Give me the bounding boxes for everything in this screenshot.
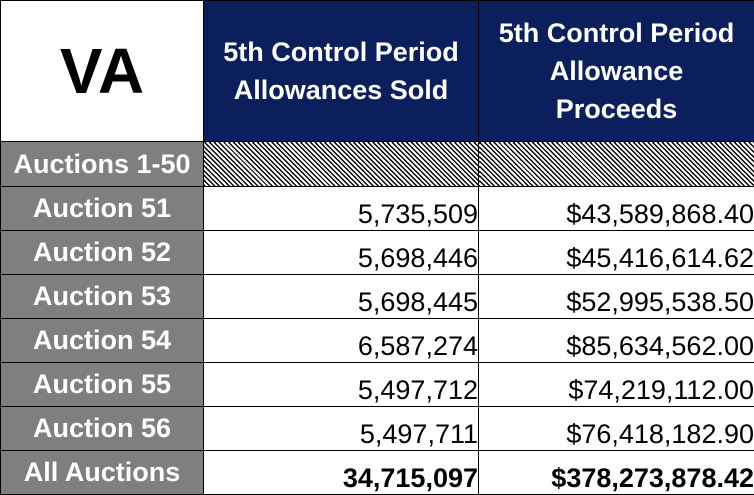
row-label-auctions-1-50[interactable]: Auctions 1-50 bbox=[1, 142, 204, 187]
total-label[interactable]: All Auctions bbox=[1, 451, 204, 495]
header-allowances-sold[interactable]: 5th Control Period Allowances Sold bbox=[204, 1, 479, 142]
proceeds-cell[interactable]: $45,416,614.62 bbox=[479, 231, 754, 275]
header-allowance-proceeds[interactable]: 5th Control Period Allowance Proceeds bbox=[479, 1, 754, 142]
header-proceeds-line-2: Allowance bbox=[479, 52, 754, 90]
header-sold-line-1: 5th Control Period bbox=[204, 33, 478, 71]
row-label[interactable]: Auction 55 bbox=[1, 363, 204, 407]
allowances-sold-cell[interactable]: 5,698,445 bbox=[204, 275, 479, 319]
row-label[interactable]: Auction 53 bbox=[1, 275, 204, 319]
table-row: Auction 55 5,497,712 $74,219,112.00 bbox=[1, 363, 754, 407]
allowances-sold-cell[interactable]: 5,497,711 bbox=[204, 407, 479, 451]
table-row: Auction 53 5,698,445 $52,995,538.50 bbox=[1, 275, 754, 319]
proceeds-cell[interactable]: $74,219,112.00 bbox=[479, 363, 754, 407]
proceeds-cell[interactable]: $76,418,182.90 bbox=[479, 407, 754, 451]
header-sold-line-2: Allowances Sold bbox=[204, 71, 478, 109]
proceeds-cell[interactable]: $85,634,562.00 bbox=[479, 319, 754, 363]
header-proceeds-line-3: Proceeds bbox=[479, 90, 754, 128]
row-label[interactable]: Auction 51 bbox=[1, 187, 204, 231]
hatched-sold-cell[interactable] bbox=[204, 142, 479, 187]
allowances-sold-cell[interactable]: 5,698,446 bbox=[204, 231, 479, 275]
state-title[interactable]: VA bbox=[1, 1, 204, 142]
allowances-sold-cell[interactable]: 5,497,712 bbox=[204, 363, 479, 407]
row-label[interactable]: Auction 54 bbox=[1, 319, 204, 363]
total-allowances-sold[interactable]: 34,715,097 bbox=[204, 451, 479, 495]
allowances-sold-cell[interactable]: 5,735,509 bbox=[204, 187, 479, 231]
table-row: Auction 54 6,587,274 $85,634,562.00 bbox=[1, 319, 754, 363]
table-row: Auction 56 5,497,711 $76,418,182.90 bbox=[1, 407, 754, 451]
allowances-sold-cell[interactable]: 6,587,274 bbox=[204, 319, 479, 363]
row-label[interactable]: Auction 52 bbox=[1, 231, 204, 275]
proceeds-cell[interactable]: $43,589,868.40 bbox=[479, 187, 754, 231]
table-row: Auction 52 5,698,446 $45,416,614.62 bbox=[1, 231, 754, 275]
header-row: VA 5th Control Period Allowances Sold 5t… bbox=[1, 1, 754, 142]
header-proceeds-line-1: 5th Control Period bbox=[479, 14, 754, 52]
total-row: All Auctions 34,715,097 $378,273,878.42 bbox=[1, 451, 754, 495]
auctions-1-50-row: Auctions 1-50 bbox=[1, 142, 754, 187]
row-label[interactable]: Auction 56 bbox=[1, 407, 204, 451]
hatched-proceeds-cell[interactable] bbox=[479, 142, 754, 187]
table-row: Auction 51 5,735,509 $43,589,868.40 bbox=[1, 187, 754, 231]
total-proceeds[interactable]: $378,273,878.42 bbox=[479, 451, 754, 495]
proceeds-cell[interactable]: $52,995,538.50 bbox=[479, 275, 754, 319]
